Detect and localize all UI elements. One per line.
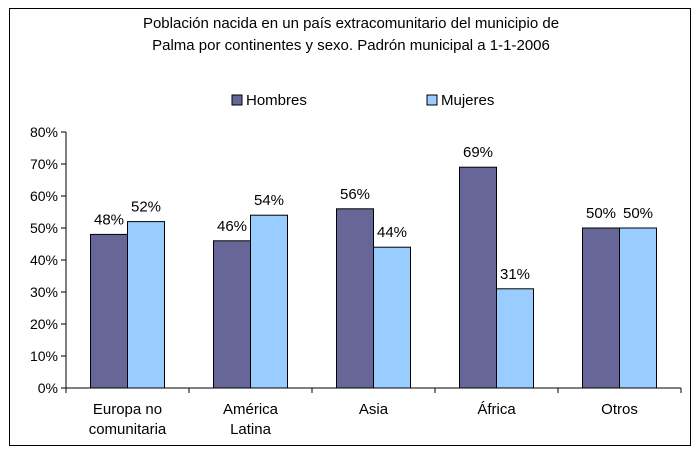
x-tick-label: Latina [230,421,272,438]
bar-hombres [582,227,620,389]
y-tick-label: 70% [30,156,58,172]
data-label-mujeres: 44% [377,224,407,241]
x-tick-label: Europa no [93,401,162,418]
data-label-hombres: 69% [463,144,493,161]
data-label-hombres: 50% [586,205,616,222]
data-label-mujeres: 50% [623,205,653,222]
bar-mujeres [127,221,165,389]
chart-title: Población nacida en un país extracomunit… [10,13,692,57]
y-tick-label: 80% [30,124,58,140]
legend-label-hombres: Hombres [246,92,307,109]
chart-plot: 0% 10% 20% 30% 40% 50% 60% 70% 80% 48% 52% Europa n… [30,92,682,438]
x-tick-label: Asia [359,401,389,418]
y-tick-label: 50% [30,220,58,236]
data-label-mujeres: 52% [131,199,161,216]
legend-label-mujeres: Mujeres [441,92,494,109]
y-tick-label: 20% [30,316,58,332]
bar-mujeres [250,214,288,389]
bar-hombres [90,233,128,389]
data-label-mujeres: 54% [254,192,284,209]
y-tick-label: 10% [30,348,58,364]
y-tick-label: 30% [30,284,58,300]
bar-mujeres [619,227,657,389]
x-tick-label: comunitaria [89,421,167,438]
bar-hombres [336,208,374,389]
chart-title-line-2: Palma por continentes y sexo. Padrón mun… [152,37,550,54]
bar-mujeres [373,246,411,389]
bar-mujeres [496,288,534,389]
data-label-hombres: 48% [94,211,124,228]
chart-title-line-1: Población nacida en un país extracomunit… [142,15,560,32]
chart-frame: Población nacida en un país extracomunit… [9,8,691,446]
bar-hombres [213,240,251,389]
legend-swatch-hombres [231,94,243,106]
data-label-hombres: 46% [217,218,247,235]
legend-swatch-mujeres [426,94,438,106]
bar-hombres [459,166,497,389]
x-tick-label: Otros [601,401,638,418]
data-label-hombres: 56% [340,186,370,203]
y-tick-label: 40% [30,252,58,268]
x-tick-label: América [223,401,279,418]
y-tick-label: 60% [30,188,58,204]
x-tick-label: África [477,401,516,418]
data-label-mujeres: 31% [500,266,530,283]
y-tick-label: 0% [38,380,58,396]
